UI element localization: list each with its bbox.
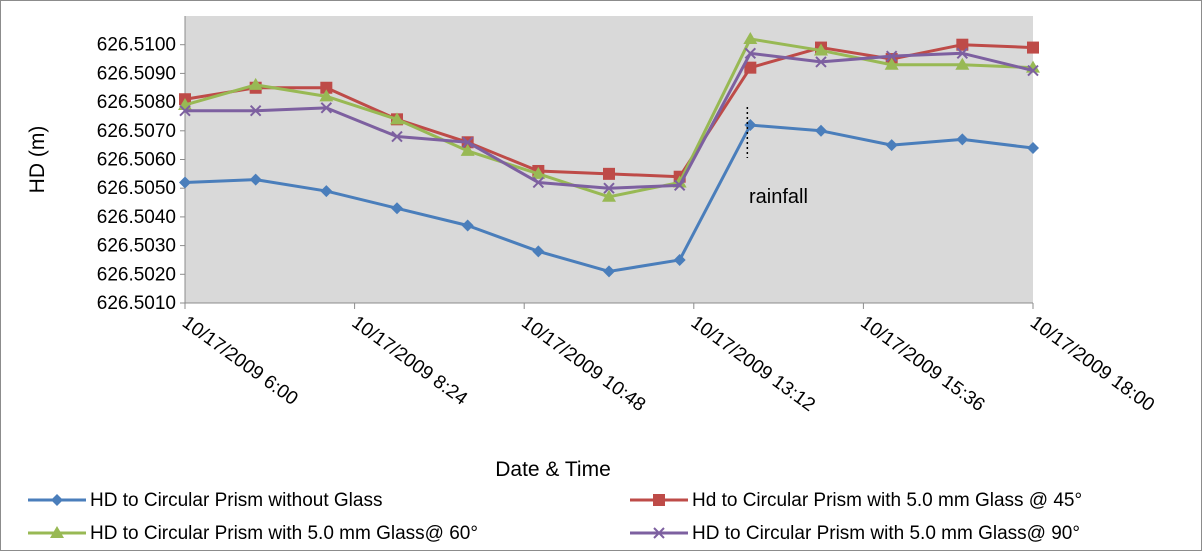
- data-point: [744, 61, 757, 74]
- data-point: [744, 47, 757, 60]
- data-point: [885, 139, 898, 152]
- legend-item: HD to Circular Prism with 5.0 mm Glass@ …: [630, 523, 1080, 544]
- data-point: [320, 102, 333, 114]
- data-point: [391, 130, 403, 143]
- data-point: [603, 182, 615, 194]
- x-axis-title: Date & Time: [495, 458, 611, 481]
- data-point: [319, 89, 334, 102]
- data-point: [1027, 142, 1039, 155]
- data-point: [532, 176, 545, 189]
- data-point: [390, 112, 404, 125]
- legend-label: HD to Circular Prism with 5.0 mm Glass@ …: [692, 523, 1080, 544]
- legend-item: Hd to Circular Prism with 5.0 mm Glass @…: [630, 490, 1082, 511]
- data-point: [956, 38, 969, 51]
- legend-label: Hd to Circular Prism with 5.0 mm Glass @…: [692, 490, 1082, 511]
- data-point: [673, 253, 686, 266]
- y-tick-label: 626.5100: [97, 35, 176, 56]
- data-point: [955, 57, 970, 70]
- data-point: [673, 179, 686, 192]
- data-point: [320, 185, 333, 198]
- y-tick-label: 626.5090: [97, 63, 176, 84]
- data-point: [531, 166, 546, 179]
- y-tick-label: 626.5070: [97, 121, 176, 142]
- data-point: [743, 31, 758, 44]
- legend-marker: [50, 526, 64, 538]
- data-point: [956, 133, 969, 146]
- annotation-layer: rainfall: [746, 107, 808, 208]
- y-tick-label: 626.5060: [97, 150, 176, 171]
- data-point: [249, 105, 262, 117]
- y-tick-label: 626.5010: [97, 293, 176, 314]
- data-point: [249, 173, 262, 186]
- y-tick-label: 626.5040: [97, 207, 176, 228]
- legend-label: HD to Circular Prism without Glass: [90, 490, 382, 511]
- data-point: [391, 202, 403, 215]
- y-tick-label: 626.5080: [97, 92, 176, 113]
- data-point: [815, 124, 827, 137]
- data-point: [885, 50, 898, 62]
- data-point: [179, 105, 191, 117]
- data-point: [815, 56, 827, 68]
- data-point: [603, 167, 615, 180]
- data-point: [1027, 41, 1039, 54]
- data-point: [814, 43, 828, 56]
- data-point: [956, 47, 969, 60]
- data-point: [320, 81, 333, 94]
- data-point: [460, 143, 475, 156]
- series-layer: [178, 31, 1040, 278]
- legend-marker: [653, 494, 665, 506]
- legend-item: HD to Circular Prism with 5.0 mm Glass@ …: [28, 523, 478, 544]
- data-point: [179, 176, 191, 189]
- y-tick-label: 626.5050: [97, 178, 176, 199]
- data-point: [532, 245, 545, 258]
- data-point: [602, 189, 616, 202]
- data-point: [461, 136, 474, 148]
- y-axis-title: HD (m): [26, 126, 49, 194]
- data-point: [1027, 64, 1039, 77]
- legend: HD to Circular Prism without Glass Hd to …: [28, 490, 1082, 544]
- data-point: [248, 77, 263, 90]
- y-axis: 626.5010 626.5020 626.5030 626.5040 626.5050…: [97, 16, 186, 314]
- legend-item: HD to Circular Prism without Glass: [28, 490, 382, 511]
- rainfall-label: rainfall: [749, 186, 808, 208]
- legend-marker: [653, 527, 665, 539]
- data-point: [603, 265, 615, 278]
- series-4: [179, 47, 1039, 194]
- legend-label: HD to Circular Prism with 5.0 mm Glass@ …: [90, 523, 478, 544]
- data-point: [884, 57, 899, 70]
- plot-area: [185, 16, 1033, 303]
- y-tick-label: 626.5030: [97, 236, 176, 257]
- y-tick-label: 626.5020: [97, 264, 176, 285]
- data-point: [461, 219, 474, 232]
- legend-marker: [51, 494, 63, 506]
